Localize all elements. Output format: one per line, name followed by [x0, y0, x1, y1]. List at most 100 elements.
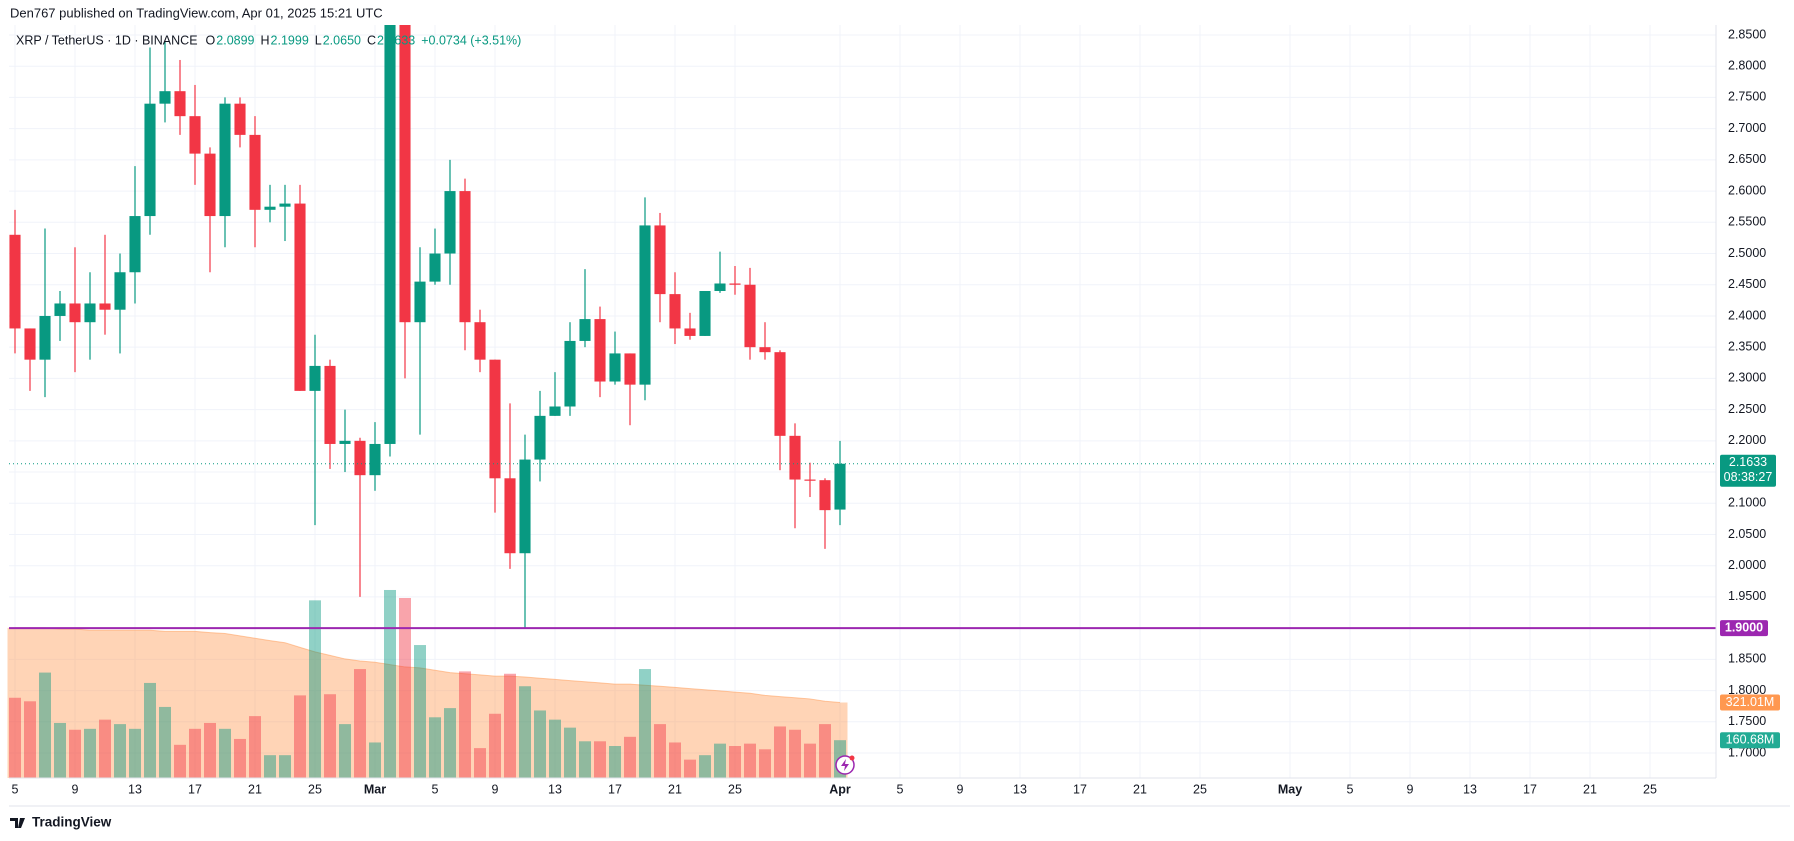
volume-label-bg: [1720, 732, 1780, 749]
x-tick-label: 21: [248, 782, 262, 796]
volume-bar: [339, 724, 351, 778]
volume-bar: [759, 749, 771, 778]
candle-body: [819, 480, 831, 511]
hline-label-bg: [1720, 620, 1768, 637]
candle-body: [474, 322, 486, 360]
volume-bar: [159, 706, 171, 778]
candle-body: [24, 328, 36, 360]
volume-bar: [384, 589, 396, 778]
candle-body: [624, 353, 636, 385]
candle-body: [519, 459, 531, 554]
x-tick-label: 13: [548, 782, 562, 796]
candle-body: [549, 406, 561, 416]
candle-body: [174, 91, 186, 117]
candle-body: [219, 103, 231, 217]
volume-bar: [474, 748, 486, 778]
y-tick-label: 1.9500: [1728, 589, 1766, 603]
volume-ma-area: [7, 627, 848, 778]
candles: [9, 25, 846, 629]
x-tick-label: 17: [608, 782, 622, 796]
x-tick-label: 25: [1193, 782, 1207, 796]
volume-bar: [114, 724, 126, 778]
candle-body: [69, 303, 81, 323]
y-tick-label: 2.5500: [1728, 215, 1766, 229]
y-tick-label: 2.8000: [1728, 59, 1766, 73]
volume-bar: [579, 741, 591, 778]
x-tick-label: 21: [668, 782, 682, 796]
candle-body: [204, 153, 216, 217]
candle-body: [804, 479, 816, 481]
candle-body: [189, 116, 201, 154]
x-tick-label: 5: [897, 782, 904, 796]
x-tick-label: 21: [1583, 782, 1597, 796]
volume-bar: [429, 717, 441, 778]
grid: [9, 25, 1716, 778]
volume-bar: [504, 673, 516, 778]
candle-body: [744, 284, 756, 348]
candle-body: [774, 352, 786, 436]
candle-body: [339, 440, 351, 444]
volume-bar: [189, 728, 201, 778]
volume-bar: [309, 600, 321, 778]
x-tick-label: 5: [1347, 782, 1354, 796]
volume-bar: [219, 728, 231, 778]
candle-body: [369, 443, 381, 476]
volume-bar: [369, 742, 381, 778]
ohlc-value: 2.1999: [271, 33, 309, 47]
ohlc-key: C: [367, 33, 376, 47]
volume-bar: [669, 742, 681, 778]
candle-body: [144, 103, 156, 217]
x-tick-label: 13: [1013, 782, 1027, 796]
candle-body: [129, 216, 141, 273]
volume-bar: [804, 743, 816, 778]
candle-body: [594, 319, 606, 382]
volume-bar: [69, 729, 81, 778]
volume-ma-label-bg: [1720, 694, 1780, 711]
x-tick-label: 17: [1073, 782, 1087, 796]
hline-label: 1.9000: [1725, 620, 1763, 634]
volume-bar: [54, 722, 66, 778]
candle-body: [84, 303, 96, 323]
volume-bar: [654, 724, 666, 778]
x-tick-label: 25: [728, 782, 742, 796]
replay-icon: [835, 755, 855, 775]
volume-label: 160.68M: [1726, 732, 1775, 746]
candle-body: [609, 353, 621, 382]
candle-body: [294, 203, 306, 391]
volume-bar: [699, 755, 711, 778]
volume-bar: [144, 682, 156, 778]
volume-bar: [609, 745, 621, 778]
countdown-label: 08:38:27: [1724, 470, 1773, 484]
volume-bar: [684, 759, 696, 778]
volume-bar: [639, 669, 651, 778]
footer-brand: TradingView: [32, 815, 112, 830]
y-tick-label: 2.3500: [1728, 339, 1766, 353]
published-note: Den767 published on TradingView.com, Apr…: [10, 5, 383, 20]
y-tick-label: 2.3000: [1728, 371, 1766, 385]
volume-bar: [84, 728, 96, 778]
y-tick-label: 2.7000: [1728, 121, 1766, 135]
candle-body: [714, 283, 726, 291]
candle-body: [99, 303, 111, 310]
candle-body: [114, 272, 126, 310]
candle-body: [249, 134, 261, 210]
x-tick-label: 9: [957, 782, 964, 796]
y-tick-label: 2.1000: [1728, 496, 1766, 510]
x-tick-label: Mar: [364, 782, 386, 796]
ohlc-key: H: [261, 33, 270, 47]
volume-bar: [714, 743, 726, 778]
ohlc-key: L: [315, 33, 322, 47]
volume-ma-label: 321.01M: [1726, 695, 1775, 709]
volume-bar: [549, 719, 561, 778]
candle-body: [489, 359, 501, 479]
volume-bar: [129, 728, 141, 778]
volume-bar: [519, 686, 531, 778]
volume-bar: [324, 694, 336, 778]
volume-bar: [744, 743, 756, 778]
volume-bar: [444, 708, 456, 778]
volume-bar: [234, 738, 246, 778]
x-tick-label: 21: [1133, 782, 1147, 796]
volume-bar: [294, 695, 306, 778]
